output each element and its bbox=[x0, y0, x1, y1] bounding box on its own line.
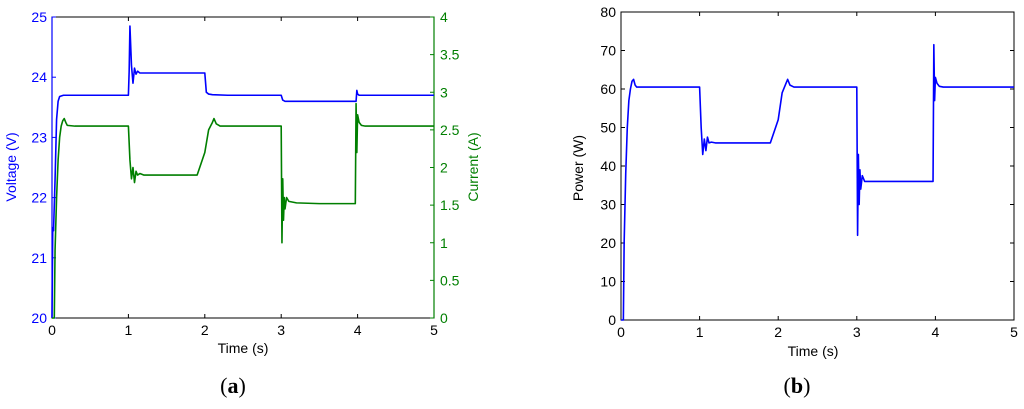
y-tick-label: 60 bbox=[600, 81, 616, 97]
y-tick-label: 21 bbox=[31, 250, 47, 266]
x-tick-label: 2 bbox=[774, 324, 782, 340]
y-right-tick-label: 4 bbox=[440, 9, 448, 25]
y-right-tick-label: 1 bbox=[440, 235, 448, 251]
y-tick-label: 0 bbox=[608, 312, 616, 328]
series-line-left bbox=[51, 25, 434, 319]
y-axis-label-b: Power (W) bbox=[570, 135, 586, 201]
y-right-tick-label: 2 bbox=[440, 160, 448, 176]
y-right-tick-label: 3.5 bbox=[440, 47, 460, 63]
caption-b: (b) bbox=[784, 373, 811, 398]
y-tick-label: 25 bbox=[31, 9, 47, 25]
series-lines-b bbox=[621, 43, 1014, 321]
y-tick-label: 80 bbox=[600, 4, 616, 20]
y-right-axis-ticks-a: 0 0.5 1 1.5 2 2.5 3 3.5 4 bbox=[51, 9, 460, 326]
x-axis-ticks-b: 0 1 2 3 4 5 bbox=[617, 12, 1018, 340]
y-tick-label: 20 bbox=[31, 310, 47, 326]
x-tick-label: 3 bbox=[277, 322, 285, 338]
y-tick-label: 20 bbox=[600, 235, 616, 251]
x-tick-label: 5 bbox=[430, 322, 438, 338]
y-tick-label: 22 bbox=[31, 190, 47, 206]
x-tick-label: 3 bbox=[853, 324, 861, 340]
y-right-tick-label: 0 bbox=[440, 310, 448, 326]
y-right-tick-label: 3 bbox=[440, 84, 448, 100]
x-tick-label: 0 bbox=[48, 322, 56, 338]
y-tick-label: 24 bbox=[31, 69, 47, 85]
y-axis-ticks-b: 0 10 20 30 40 50 60 70 80 bbox=[600, 4, 1014, 328]
y-tick-label: 70 bbox=[600, 43, 616, 59]
x-axis-label-a: Time (s) bbox=[218, 340, 269, 356]
x-tick-label: 4 bbox=[354, 322, 362, 338]
x-axis-label-b: Time (s) bbox=[788, 343, 839, 359]
y-left-axis-label-a: Voltage (V) bbox=[3, 132, 19, 201]
y-tick-label: 23 bbox=[31, 129, 47, 145]
x-tick-label: 5 bbox=[1010, 324, 1018, 340]
y-tick-label: 30 bbox=[600, 197, 616, 213]
y-tick-label: 40 bbox=[600, 158, 616, 174]
y-right-axis-label-a: Current (A) bbox=[465, 132, 481, 201]
plot-frame-a bbox=[51, 16, 435, 319]
x-tick-label: 2 bbox=[201, 322, 209, 338]
caption-a: (a) bbox=[220, 373, 246, 398]
y-tick-label: 10 bbox=[600, 274, 616, 290]
panel-b: 0 1 2 3 4 5 0 10 20 30 40 50 60 70 80 Time (s) Power … bbox=[570, 4, 1018, 398]
x-tick-label: 1 bbox=[696, 324, 704, 340]
caption-letter-b: b bbox=[791, 373, 803, 398]
series-line-left bbox=[621, 43, 1014, 321]
x-tick-label: 4 bbox=[932, 324, 940, 340]
y-right-tick-label: 0.5 bbox=[440, 272, 460, 288]
y-tick-label: 50 bbox=[600, 120, 616, 136]
y-right-tick-label: 1.5 bbox=[440, 197, 460, 213]
x-tick-label: 0 bbox=[617, 324, 625, 340]
x-tick-label: 1 bbox=[125, 322, 133, 338]
series-lines-a bbox=[51, 25, 434, 319]
series-line-right bbox=[52, 102, 434, 319]
caption-letter-a: a bbox=[228, 373, 239, 398]
plot-frame-b bbox=[620, 11, 1015, 321]
y-right-tick-label: 2.5 bbox=[440, 122, 460, 138]
